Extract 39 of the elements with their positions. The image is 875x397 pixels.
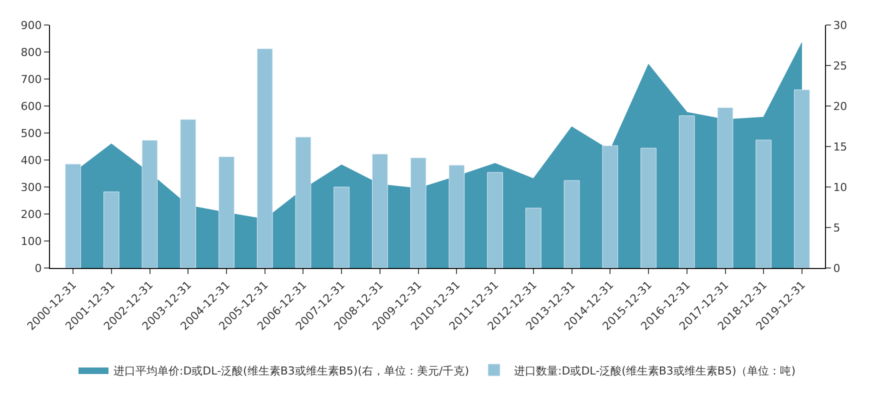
- bar: [717, 107, 734, 268]
- bar: [448, 164, 465, 268]
- bar: [525, 208, 542, 268]
- bar: [256, 48, 273, 268]
- y-tick-label: 0: [34, 262, 42, 275]
- bar: [218, 156, 234, 268]
- legend-label: 进口数量:D或DL-泛酸(维生素B3或维生素B5)（单位：吨): [514, 364, 796, 378]
- bar: [334, 186, 350, 268]
- bar: [602, 145, 618, 268]
- y-tick-label: 200: [20, 208, 42, 221]
- bar: [295, 136, 312, 268]
- y-tick-label: 800: [20, 46, 42, 59]
- bar: [65, 164, 81, 268]
- y-tick-label: 900: [20, 18, 42, 32]
- y2-tick-label: 20: [833, 100, 848, 113]
- y2-tick-label: 10: [833, 180, 848, 194]
- bar: [564, 180, 580, 268]
- bar: [372, 154, 388, 268]
- y-tick-label: 700: [20, 72, 42, 86]
- legend-label: 进口平均单价:D或DL-泛酸(维生素B3或维生素B5)(右，单位：美元/千克): [114, 364, 470, 378]
- bar: [410, 158, 426, 268]
- bar: [678, 115, 695, 268]
- bar: [640, 148, 656, 268]
- y-tick-label: 400: [20, 154, 42, 167]
- y-tick-label: 600: [20, 100, 42, 113]
- y2-tick-label: 15: [833, 140, 848, 154]
- bar: [142, 140, 158, 268]
- y2-tick-label: 0: [833, 262, 840, 275]
- y-tick-label: 300: [20, 180, 42, 194]
- y-tick-label: 100: [20, 234, 42, 248]
- y2-tick-label: 30: [833, 18, 848, 32]
- y-tick-label: 500: [20, 126, 42, 140]
- bar: [180, 119, 196, 268]
- y2-tick-label: 25: [833, 59, 848, 72]
- bar: [487, 172, 503, 268]
- bar: [756, 140, 772, 268]
- bar: [103, 192, 120, 268]
- bar: [794, 90, 810, 268]
- y2-tick-label: 5: [833, 221, 840, 234]
